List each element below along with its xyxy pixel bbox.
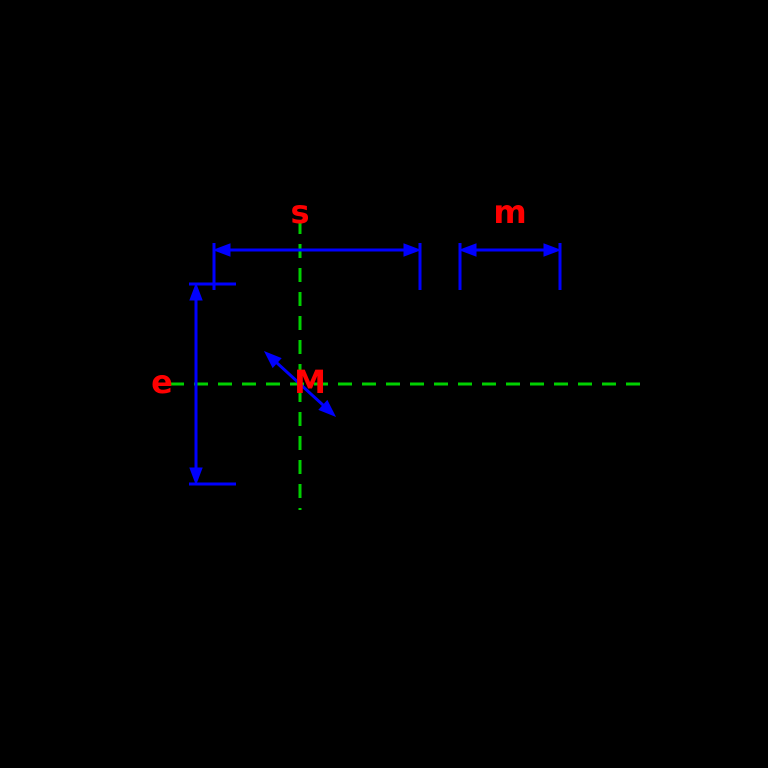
label-e: e [151,363,173,401]
label-s: s [290,193,309,231]
label-M: M [294,363,326,401]
label-m: m [493,193,526,231]
diagram-canvas: s m e M [0,0,768,768]
